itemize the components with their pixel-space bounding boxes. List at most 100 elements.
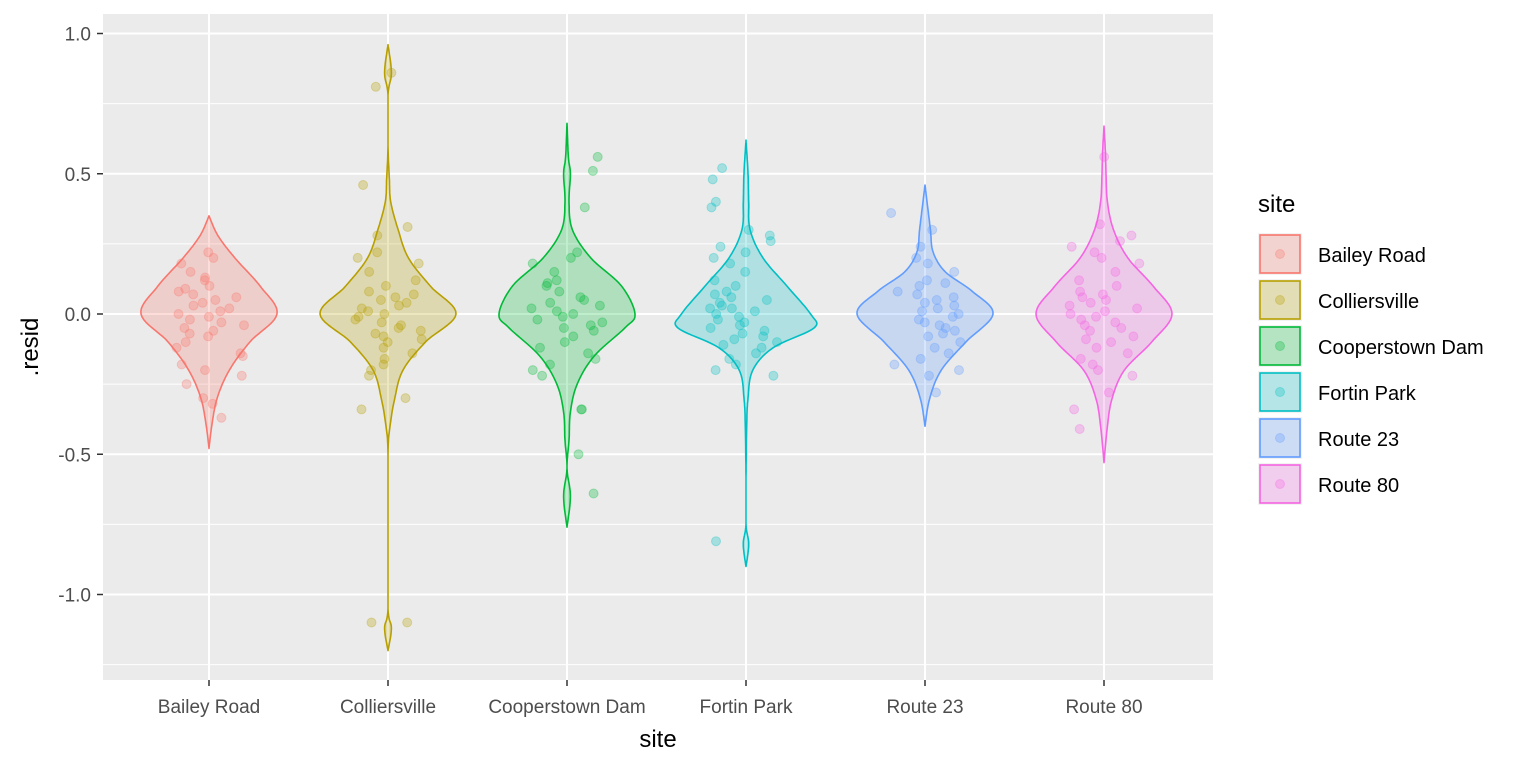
data-point — [526, 303, 537, 314]
data-point — [558, 323, 569, 333]
data-point — [1134, 258, 1145, 269]
data-point — [378, 342, 389, 353]
violin-route-23 — [856, 184, 994, 427]
data-point — [366, 365, 376, 376]
y-axis-title: .resid — [17, 318, 44, 377]
data-point — [557, 311, 568, 322]
legend-key-point — [1275, 249, 1285, 259]
data-point — [572, 247, 583, 258]
data-point — [919, 297, 930, 308]
data-point — [734, 311, 744, 322]
data-point — [758, 331, 769, 342]
data-point — [765, 236, 776, 247]
data-point — [715, 241, 726, 252]
data-point — [203, 331, 214, 342]
data-point — [915, 353, 926, 364]
legend-key-point — [1275, 387, 1285, 397]
data-point — [940, 323, 951, 333]
legend-key-point — [1275, 295, 1285, 305]
data-point — [216, 412, 227, 423]
data-point — [1077, 292, 1088, 303]
data-point — [947, 311, 958, 322]
data-point — [545, 297, 556, 308]
data-point — [912, 289, 923, 300]
data-point — [541, 280, 552, 291]
data-point — [714, 297, 725, 308]
data-point — [378, 359, 389, 370]
data-point — [707, 174, 718, 185]
violin-fortin-park — [674, 139, 818, 568]
data-point — [943, 348, 954, 359]
data-point — [710, 365, 721, 376]
legend-key-background — [1258, 325, 1302, 367]
data-point — [772, 337, 782, 348]
data-point — [726, 292, 737, 303]
x-axis: Bailey Road Colliersville Cooperstown Dam F… — [158, 680, 1143, 718]
data-point — [173, 309, 184, 319]
data-point — [1069, 404, 1080, 415]
data-point — [358, 180, 369, 190]
data-point — [372, 247, 383, 258]
data-point — [583, 348, 594, 359]
legend-label: Cooperstown Dam — [1318, 337, 1484, 359]
data-point — [363, 306, 374, 317]
x-tick-label: Fortin Park — [700, 697, 793, 718]
data-point — [1097, 289, 1108, 300]
data-point — [181, 379, 192, 390]
data-point — [588, 488, 599, 499]
data-point — [394, 300, 404, 311]
data-point — [382, 337, 393, 348]
data-point — [203, 311, 214, 322]
data-point — [953, 309, 964, 319]
data-point — [236, 370, 247, 381]
data-point — [929, 342, 940, 353]
data-point — [705, 303, 716, 314]
legend-key-point — [1275, 341, 1285, 351]
data-point — [372, 230, 383, 241]
legend-key-swatch — [1259, 372, 1301, 412]
violins — [140, 43, 1173, 652]
data-point — [408, 289, 419, 300]
data-point — [215, 306, 226, 317]
data-point — [184, 328, 195, 339]
data-point — [724, 353, 735, 364]
grid-minor — [103, 103, 1213, 666]
legend-key-background — [1258, 417, 1302, 459]
data-point — [1126, 230, 1137, 241]
data-point — [180, 337, 191, 348]
data-point — [370, 81, 381, 92]
data-point — [579, 295, 590, 305]
y-tick-label: -0.5 — [58, 445, 91, 466]
data-point — [180, 283, 191, 294]
data-point — [1065, 309, 1076, 319]
data-point — [917, 306, 927, 317]
legend-key-point — [1275, 479, 1285, 489]
data-point — [1096, 252, 1107, 263]
data-point — [932, 303, 943, 314]
data-point — [184, 314, 195, 325]
data-point — [889, 359, 900, 370]
data-point — [729, 334, 740, 345]
data-point — [1076, 314, 1087, 325]
data-point — [709, 289, 720, 300]
legend-key-swatch — [1259, 464, 1301, 504]
data-point — [551, 306, 562, 317]
data-point — [588, 325, 599, 336]
data-point — [726, 303, 737, 314]
data-point — [761, 295, 772, 305]
data-point — [585, 320, 596, 331]
data-point — [730, 359, 741, 370]
data-point — [210, 295, 221, 305]
legend-label: Route 80 — [1318, 475, 1399, 497]
data-point — [1074, 275, 1085, 286]
data-point — [1095, 219, 1105, 230]
data-point — [705, 323, 716, 333]
x-tick-label: Route 23 — [886, 697, 963, 718]
data-point — [756, 342, 767, 353]
legend-item: Cooperstown Dam — [1258, 325, 1484, 367]
legend-item: Bailey Road — [1258, 233, 1426, 275]
data-point — [1111, 280, 1122, 291]
data-point — [237, 351, 248, 362]
data-point — [922, 258, 933, 269]
data-point — [954, 365, 964, 376]
